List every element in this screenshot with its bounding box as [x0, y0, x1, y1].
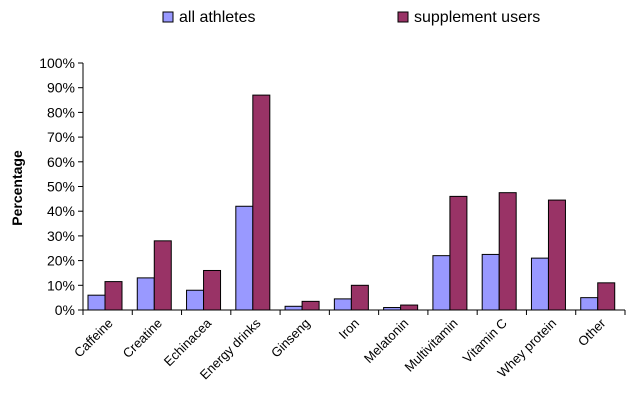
legend-label: supplement users: [414, 9, 540, 26]
y-tick-label: 100%: [39, 55, 75, 71]
legend-swatch: [397, 11, 409, 23]
y-tick-label: 50%: [47, 179, 75, 195]
legend-swatch: [162, 11, 174, 23]
bar-all-athletes: [432, 255, 451, 311]
x-category-label: Other: [575, 315, 609, 349]
bar-all-athletes: [87, 294, 106, 311]
bar-all-athletes: [186, 289, 205, 311]
y-tick-label: 20%: [47, 253, 75, 269]
bar-supplement-users: [104, 281, 123, 311]
bar-supplement-users: [547, 199, 566, 311]
axes: [82, 63, 626, 315]
x-category-label: Caffeine: [71, 316, 116, 361]
x-category-label: Ginseng: [268, 316, 313, 361]
x-category-label: Multivitamin: [402, 316, 461, 375]
y-axis-label: Percentage: [9, 150, 25, 226]
bars: [87, 94, 616, 311]
bar-supplement-users: [449, 195, 468, 311]
y-tick-label: 10%: [47, 277, 75, 293]
bar-all-athletes: [481, 253, 500, 311]
y-axis-ticks: 0% 10% 20% 30% 40% 50% 60% 70% 80% 90% 100%: [39, 55, 83, 318]
y-tick-label: 90%: [47, 80, 75, 96]
bar-all-athletes: [136, 277, 155, 311]
x-category-label: Iron: [336, 316, 362, 342]
y-tick-label: 80%: [47, 104, 75, 120]
bar-all-athletes: [333, 298, 352, 311]
y-tick-label: 60%: [47, 154, 75, 170]
x-category-label: Creatine: [120, 316, 165, 361]
legend-label: all athletes: [179, 9, 256, 26]
y-tick-label: 70%: [47, 129, 75, 145]
x-category-label: Melatonin: [361, 316, 411, 366]
bar-all-athletes: [235, 205, 254, 311]
bar-all-athletes: [530, 257, 549, 311]
y-tick-label: 0%: [55, 302, 75, 318]
bar-supplement-users: [252, 94, 271, 311]
legend: all athletes supplement users: [162, 9, 540, 26]
y-tick-label: 40%: [47, 203, 75, 219]
bar-supplement-users: [301, 300, 320, 311]
bar-supplement-users: [203, 269, 222, 311]
bar-supplement-users: [400, 304, 419, 311]
bar-supplement-users: [153, 240, 172, 311]
bar-all-athletes: [580, 297, 599, 311]
bar-supplement-users: [498, 192, 517, 311]
bar-all-athletes: [284, 305, 303, 311]
y-tick-label: 30%: [47, 228, 75, 244]
bar-supplement-users: [350, 284, 369, 311]
x-category-label: Vitamin C: [460, 316, 510, 366]
bar-supplement-users: [597, 282, 616, 311]
